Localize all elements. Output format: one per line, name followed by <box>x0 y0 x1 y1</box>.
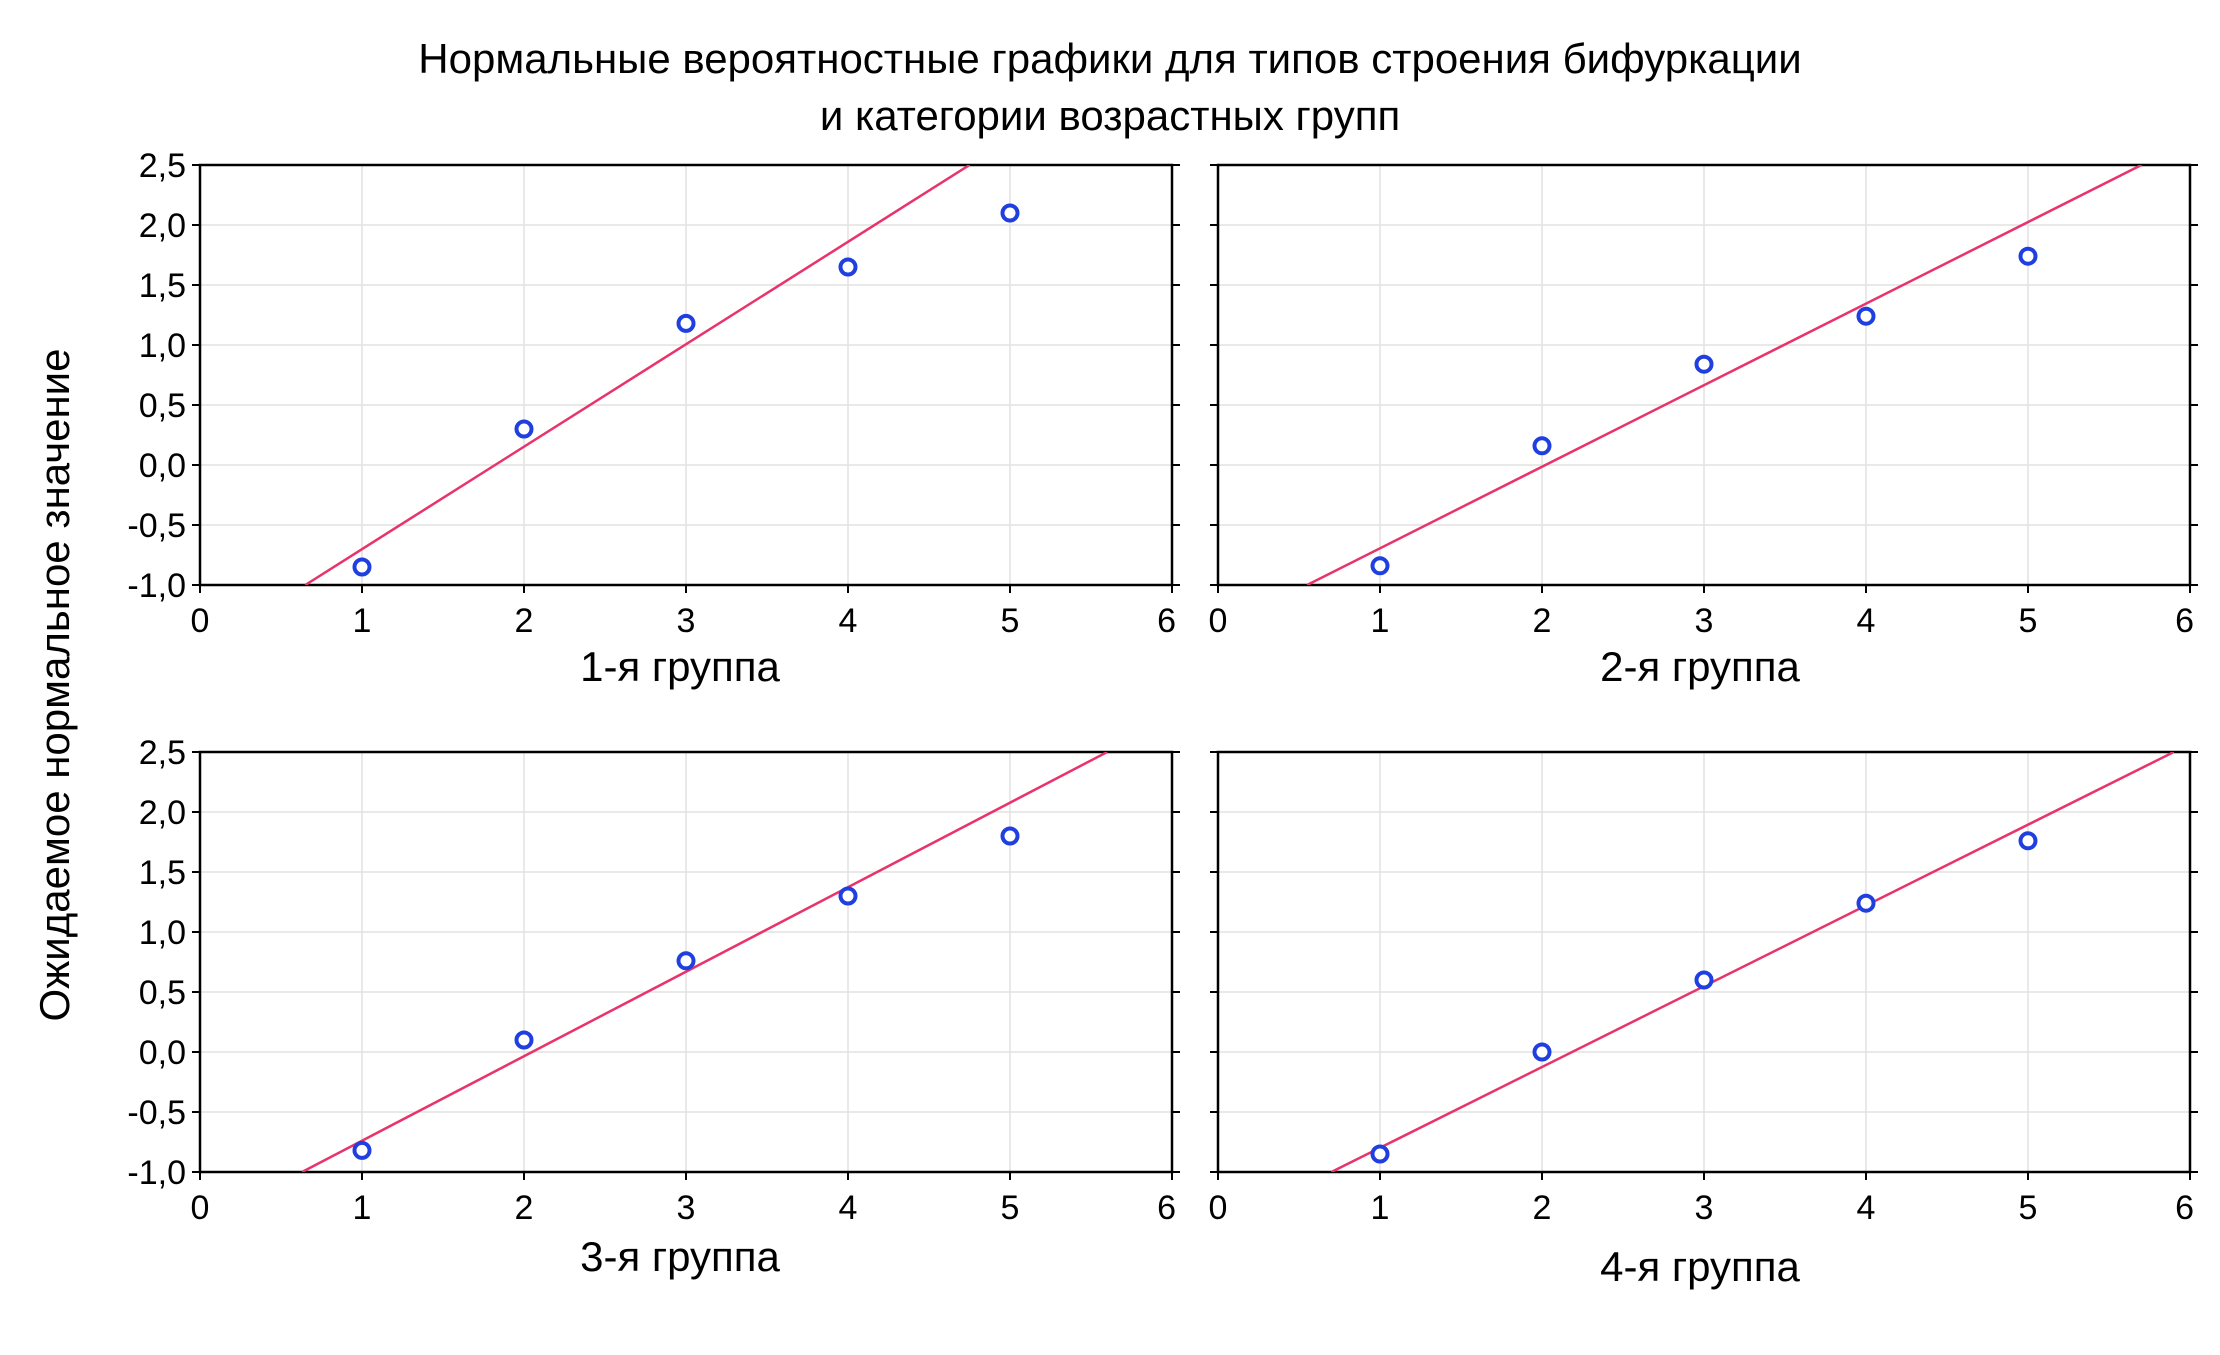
y-tick-label: -1,0 <box>127 1154 186 1192</box>
x-tick-label: 2 <box>515 602 534 640</box>
x-tick-label: 0 <box>1209 1189 1228 1227</box>
data-point <box>352 557 372 577</box>
x-tick-label: 4 <box>1857 1189 1876 1227</box>
y-tick-label: 1,0 <box>139 914 186 952</box>
fit-line <box>1306 165 2142 585</box>
data-point <box>514 419 534 439</box>
x-tick-label: 1 <box>1371 602 1390 640</box>
data-point <box>676 313 696 333</box>
panel-3-x-axis-label: 3-я группа <box>580 1233 780 1280</box>
x-tick-label: 6 <box>2175 602 2194 640</box>
x-tick-label: 1 <box>353 1189 372 1227</box>
x-tick-label: 0 <box>191 1189 210 1227</box>
y-tick-label: 2,5 <box>139 734 186 772</box>
panel-2: 0 1 2 3 4 5 6 <box>1209 163 2198 640</box>
data-point <box>2018 831 2038 851</box>
y-tick-label: 0,5 <box>139 387 186 425</box>
x-tick-label: 3 <box>1695 1189 1714 1227</box>
data-point <box>514 1030 534 1050</box>
data-point <box>1000 203 1020 223</box>
fit-line <box>304 165 971 585</box>
x-tick-label: 5 <box>1001 602 1020 640</box>
x-tick-label: 0 <box>191 602 210 640</box>
x-tick-label: 5 <box>2019 602 2038 640</box>
panel-3: -1,0 -0,5 0,0 0,5 1,0 1,5 2,0 2,5 0 1 2 3 4 5 6 <box>127 734 1180 1227</box>
data-point <box>1370 1144 1390 1164</box>
y-tick-label: 2,0 <box>139 794 186 832</box>
x-tick-label: 6 <box>2175 1189 2194 1227</box>
data-point <box>1694 354 1714 374</box>
chart-title: Нормальные вероятностные графики для тип… <box>418 35 1802 82</box>
data-point <box>838 257 858 277</box>
x-tick-label: 1 <box>353 602 372 640</box>
data-point <box>1856 893 1876 913</box>
x-tick-label: 2 <box>1533 1189 1552 1227</box>
fit-line <box>301 752 1108 1172</box>
y-tick-label: 1,5 <box>139 267 186 305</box>
x-tick-label: 6 <box>1157 1189 1176 1227</box>
x-tick-label: 2 <box>515 1189 534 1227</box>
x-tick-label: 4 <box>839 1189 858 1227</box>
x-tick-label: 3 <box>1695 602 1714 640</box>
panel-1: -1,0 -0,5 0,0 0,5 1,0 1,5 2,0 2,5 0 1 2 3 4 5 6 <box>127 147 1180 640</box>
data-point <box>2018 246 2038 266</box>
chart-subtitle: и категории возрастных групп <box>819 92 1401 139</box>
x-tick-label: 0 <box>1209 602 1228 640</box>
x-tick-label: 5 <box>2019 1189 2038 1227</box>
panel-4: 0 1 2 3 4 5 6 <box>1209 750 2198 1227</box>
y-tick-label: 1,5 <box>139 854 186 892</box>
panel-1-x-axis-label: 1-я группа <box>580 643 780 690</box>
data-point <box>1370 556 1390 576</box>
data-point <box>1856 306 1876 326</box>
y-tick-label: 0,0 <box>139 447 186 485</box>
x-tick-label: 5 <box>1001 1189 1020 1227</box>
data-point <box>1532 436 1552 456</box>
data-point <box>676 951 696 971</box>
data-point <box>1694 970 1714 990</box>
y-tick-label: 2,5 <box>139 147 186 185</box>
panel-4-x-axis-label: 4-я группа <box>1600 1243 1800 1290</box>
x-tick-label: 4 <box>1857 602 1876 640</box>
x-tick-label: 3 <box>677 602 696 640</box>
data-point <box>838 886 858 906</box>
x-tick-label: 2 <box>1533 602 1552 640</box>
data-point <box>1532 1042 1552 1062</box>
data-point <box>1000 826 1020 846</box>
y-tick-label: -0,5 <box>127 1094 186 1132</box>
x-tick-label: 1 <box>1371 1189 1390 1227</box>
data-point <box>352 1140 372 1160</box>
x-tick-label: 6 <box>1157 602 1176 640</box>
y-tick-label: 0,0 <box>139 1034 186 1072</box>
x-tick-label: 4 <box>839 602 858 640</box>
fit-line <box>1330 752 2175 1172</box>
x-tick-label: 3 <box>677 1189 696 1227</box>
y-tick-label: 2,0 <box>139 207 186 245</box>
y-tick-label: -1,0 <box>127 567 186 605</box>
y-tick-label: 0,5 <box>139 974 186 1012</box>
y-tick-label: -0,5 <box>127 507 186 545</box>
y-tick-label: 1,0 <box>139 327 186 365</box>
panel-2-x-axis-label: 2-я группа <box>1600 643 1800 690</box>
